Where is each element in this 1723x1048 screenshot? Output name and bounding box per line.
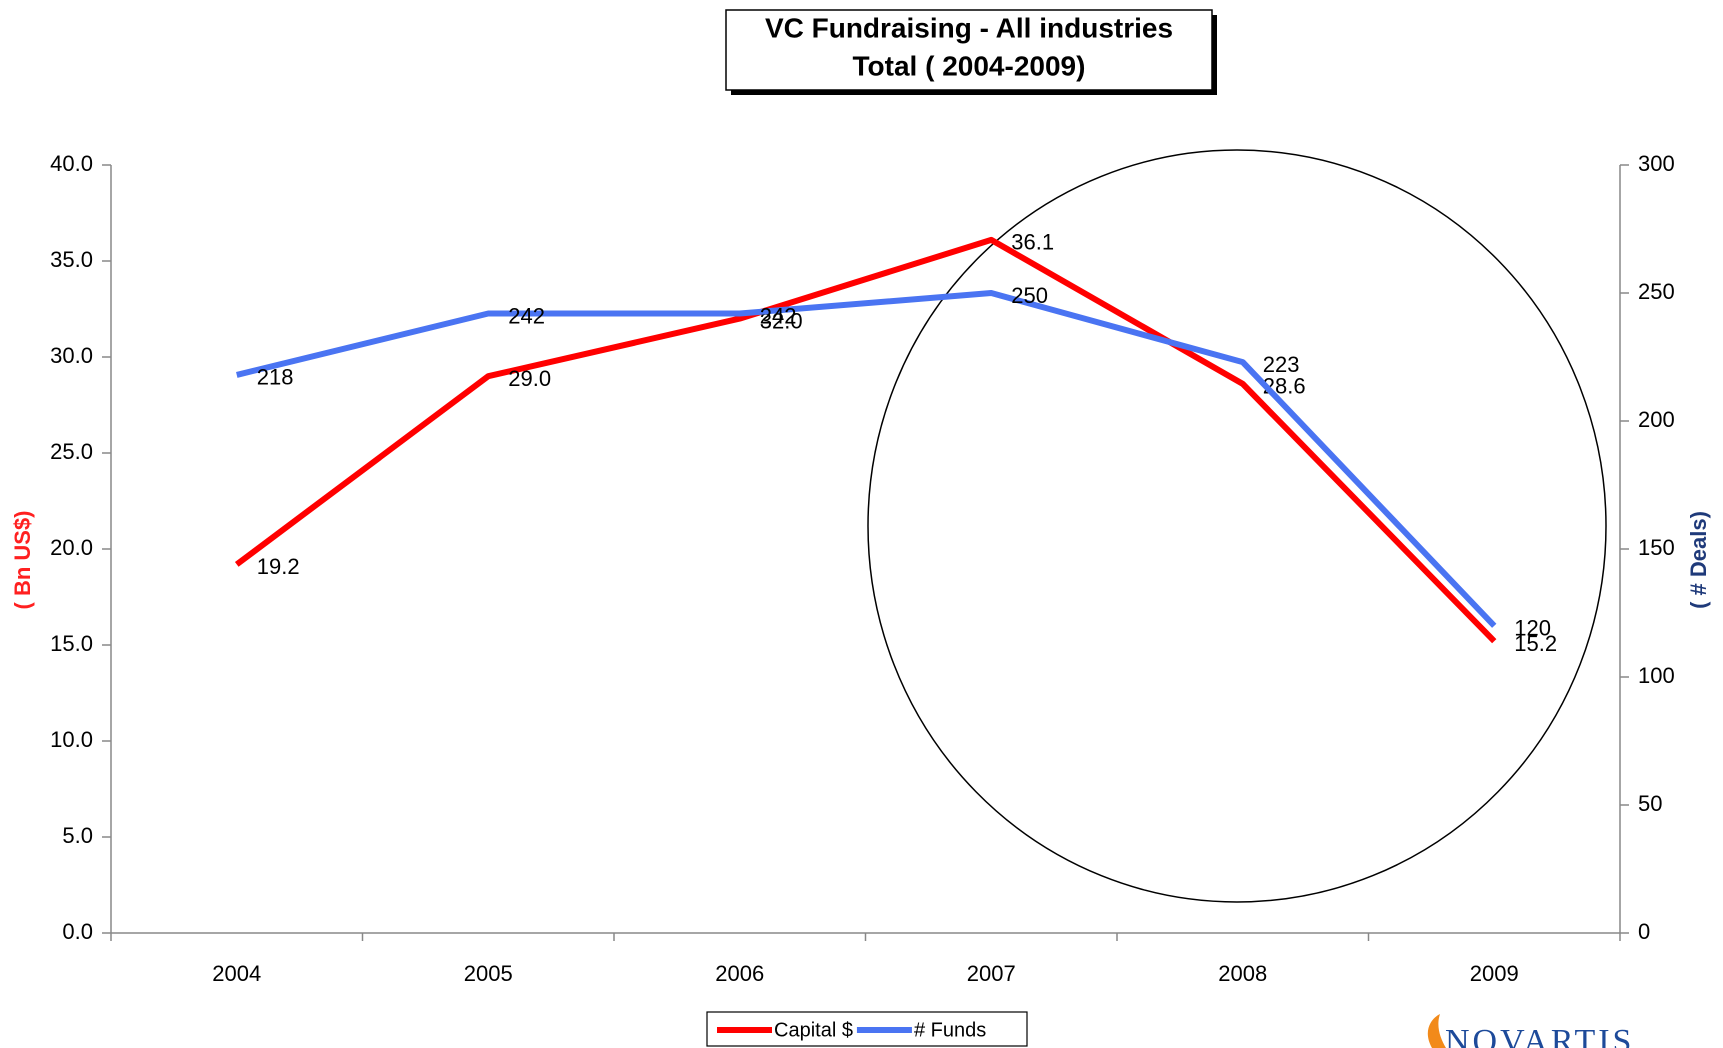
y-tick-label: 25.0 bbox=[50, 439, 93, 464]
legend-label: # Funds bbox=[914, 1019, 986, 1041]
data-label: 36.1 bbox=[1011, 230, 1054, 255]
highlight-circle bbox=[867, 149, 1607, 903]
y2-tick-label: 250 bbox=[1638, 279, 1675, 304]
x-tick-label: 2005 bbox=[464, 961, 513, 986]
title-box bbox=[725, 9, 1213, 91]
x-tick-label: 2009 bbox=[1470, 961, 1519, 986]
series-line bbox=[234, 236, 1497, 644]
data-label: 242 bbox=[760, 303, 797, 328]
series-line bbox=[236, 290, 1497, 628]
y2-tick-label: 150 bbox=[1638, 535, 1675, 560]
logo-icon bbox=[1427, 1014, 1446, 1048]
x-tick-label: 2008 bbox=[1218, 961, 1267, 986]
data-label: 250 bbox=[1011, 283, 1048, 308]
data-label: 242 bbox=[508, 303, 545, 328]
y2-tick-label: 100 bbox=[1638, 663, 1675, 688]
y2-tick-label: 0 bbox=[1638, 919, 1650, 944]
data-label: 15.2 bbox=[1514, 631, 1557, 656]
y-tick-label: 5.0 bbox=[62, 823, 93, 848]
y-tick-label: 40.0 bbox=[50, 151, 93, 176]
y2-tick-label: 300 bbox=[1638, 151, 1675, 176]
x-tick-label: 2007 bbox=[967, 961, 1016, 986]
y2-tick-label: 50 bbox=[1638, 791, 1662, 816]
y-tick-label: 30.0 bbox=[50, 343, 93, 368]
y-tick-label: 20.0 bbox=[50, 535, 93, 560]
data-label: 29.0 bbox=[508, 366, 551, 391]
y-axis-label: ( Bn US$) bbox=[10, 511, 35, 610]
y-tick-label: 10.0 bbox=[50, 727, 93, 752]
legend-label: Capital $ bbox=[774, 1019, 853, 1041]
chart-title: VC Fundraising - All industries bbox=[765, 12, 1173, 43]
y-tick-label: 0.0 bbox=[62, 919, 93, 944]
data-label: 19.2 bbox=[257, 554, 300, 579]
x-tick-label: 2006 bbox=[715, 961, 764, 986]
data-label: 223 bbox=[1263, 352, 1300, 377]
y2-axis-label: ( # Deals) bbox=[1686, 511, 1711, 609]
y2-tick-label: 200 bbox=[1638, 407, 1675, 432]
y-tick-label: 15.0 bbox=[50, 631, 93, 656]
logo-text: NOVARTIS bbox=[1445, 1023, 1634, 1048]
data-label: 218 bbox=[257, 365, 294, 390]
data-label: 120 bbox=[1514, 616, 1551, 641]
x-tick-label: 2004 bbox=[212, 961, 261, 986]
y-tick-label: 35.0 bbox=[50, 247, 93, 272]
chart-subtitle: Total ( 2004-2009) bbox=[853, 50, 1086, 81]
